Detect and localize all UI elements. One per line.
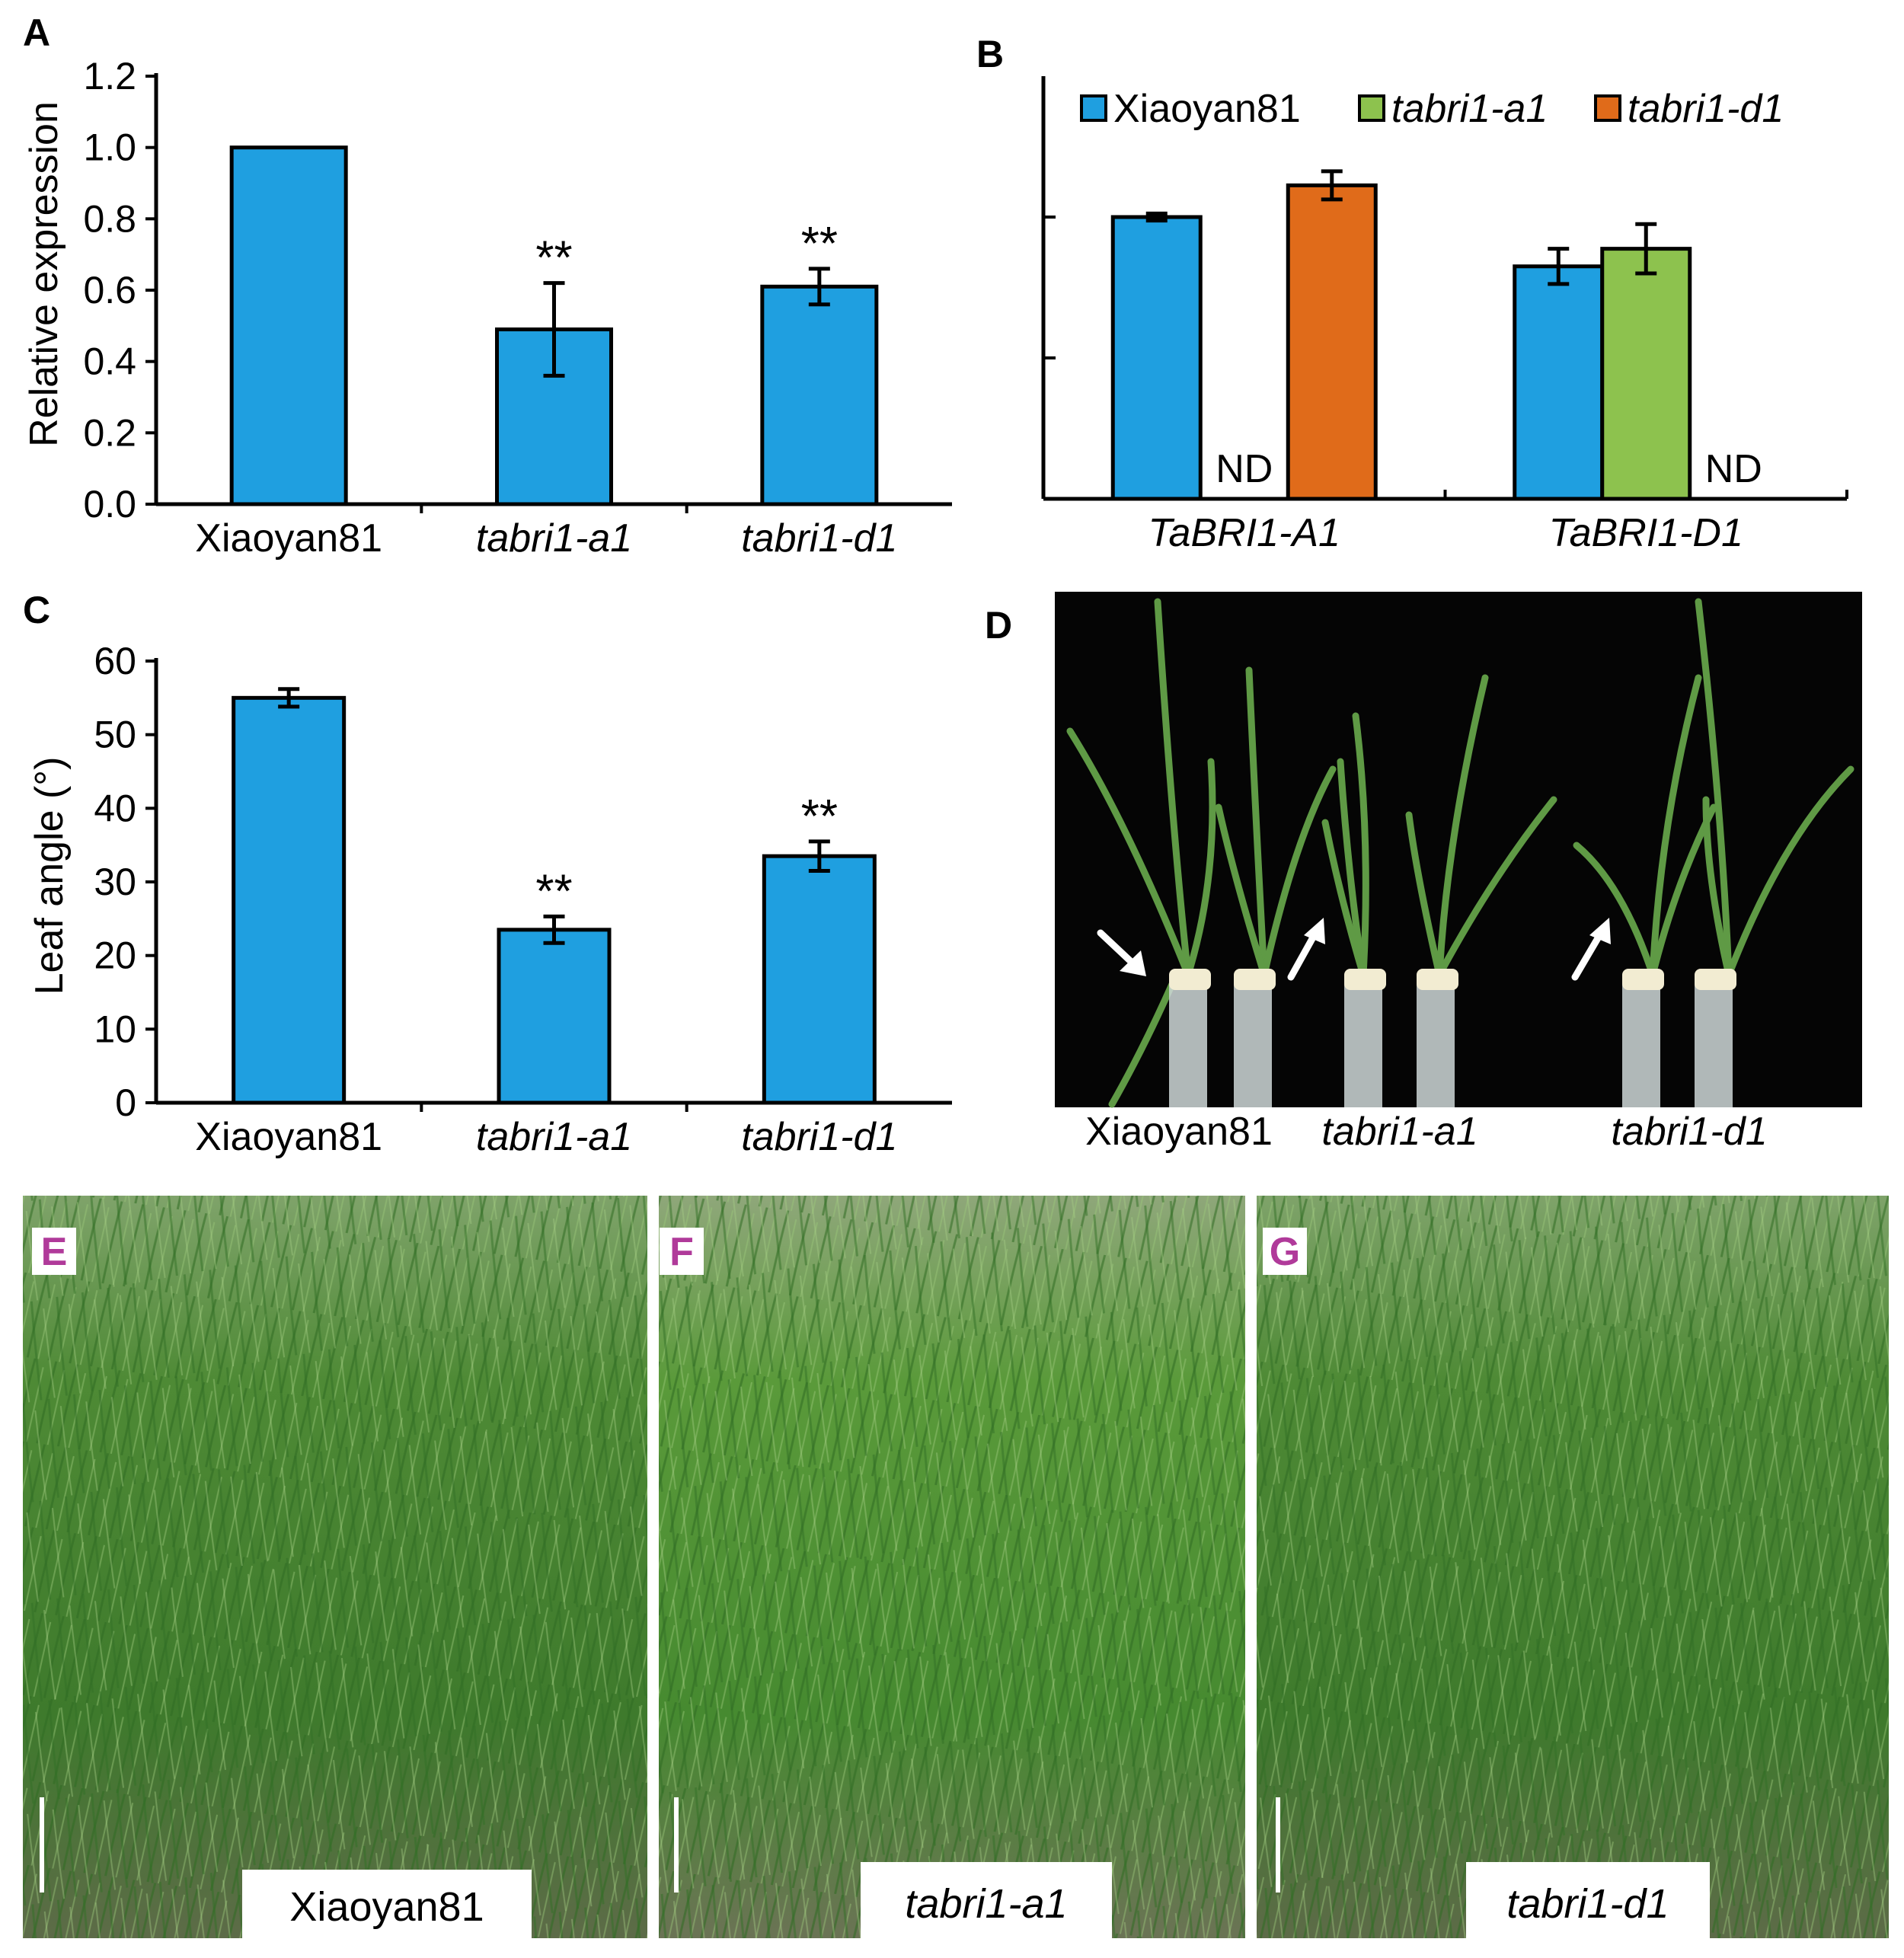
seedling-tubes [1169,969,1736,1107]
panel-b-letter: B [976,33,1004,75]
b-legend-label: tabri1-d1 [1628,87,1784,131]
c-category-label: tabri1-d1 [741,1115,897,1159]
a-category-label: Xiaoyan81 [195,516,382,561]
panel-a-category-labels: Xiaoyan81 tabri1-a1 tabri1-d1 [195,516,897,561]
panel-a-relative-expression-chart: A Relative expression 0.0 0.2 0.4 0.6 0.8 1.0… [22,11,952,561]
b-category-label: TaBRI1-A1 [1148,511,1340,555]
a-category-label: tabri1-d1 [741,516,897,561]
panel-b-legend: Xiaoyan81 tabri1-a1 tabri1-d1 [1080,87,1784,131]
b-bar [1513,264,1605,501]
panel-g-field-photo: G tabri1-d1 [1257,1196,1889,1938]
c-bar [232,695,347,1105]
panel-c-leaf-angle-chart: C Leaf angle (°) 0 10 20 30 40 50 60 ** ** Xiao… [23,589,952,1159]
panel-e-field-photo: E Xiaoyan81 [23,1196,647,1938]
a-y-tick-label: 0.6 [83,269,136,311]
panel-c-bars: ** ** [232,687,877,1105]
panel-c-y-axis-title: Leaf angle (°) [27,757,72,995]
panel-b-gene-expression-chart: B Xiaoyan81 tabri1-a1 tabri1-d1 ND ND TaBRI… [976,33,1848,555]
b-bar [1286,183,1378,501]
c-y-tick-label: 0 [115,1081,136,1124]
a-bar [760,284,879,506]
c-bar [762,854,877,1105]
panel-d-label-xiaoyan81: Xiaoyan81 [1085,1110,1273,1154]
panel-g-letter: G [1270,1230,1300,1274]
panel-g-label: tabri1-d1 [1506,1881,1669,1927]
panel-f-field-photo: F tabri1-a1 [659,1196,1245,1938]
panel-b-category-labels: TaBRI1-A1 TaBRI1-D1 [1148,511,1743,555]
a-y-tick-label: 0.4 [83,340,136,383]
seedling-leaves [1066,598,1854,1108]
panel-a-y-axis-title: Relative expression [22,101,66,447]
panel-d-label-tabri1-d1: tabri1-d1 [1611,1110,1767,1154]
panel-f-letter: F [669,1230,694,1274]
panel-e-letter: E [41,1230,68,1274]
panel-c-category-labels: Xiaoyan81 tabri1-a1 tabri1-d1 [195,1115,897,1159]
panel-e-label: Xiaoyan81 [289,1884,484,1930]
b-legend-swatch [1594,94,1621,122]
c-category-label: tabri1-a1 [476,1115,632,1159]
c-significance-label: ** [801,791,838,843]
panel-c-axes [154,658,952,1112]
c-y-tick-label: 20 [94,934,136,977]
c-y-tick-label: 30 [94,861,136,903]
b-not-detected-label: ND [1705,447,1762,491]
panel-d-seedling-photo: D [985,592,1862,1154]
a-significance-label: ** [535,232,572,285]
panel-a-bars: ** ** [229,145,879,506]
a-significance-label: ** [801,218,838,270]
panel-a-axes [154,73,952,513]
c-category-label: Xiaoyan81 [195,1115,382,1159]
panel-a-letter: A [23,11,50,54]
arrow-icon [1571,918,1611,981]
a-bar [229,145,348,506]
panel-b-axes [1041,76,1848,501]
b-category-label: TaBRI1-D1 [1549,511,1743,555]
c-y-tick-label: 40 [94,787,136,829]
panel-d-label-tabri1-a1: tabri1-a1 [1321,1110,1478,1154]
c-y-tick-label: 10 [94,1008,136,1050]
b-legend-label: Xiaoyan81 [1113,87,1301,131]
panel-c-y-ticks: 0 10 20 30 40 50 60 [94,640,156,1124]
a-category-label: tabri1-a1 [476,516,632,561]
panel-b-bars: ND ND [1110,169,1762,501]
c-bar [497,928,612,1105]
panel-a-y-ticks: 0.0 0.2 0.4 0.6 0.8 1.0 1.2 [83,55,156,525]
b-legend-label: tabri1-a1 [1391,87,1548,131]
c-y-tick-label: 50 [94,714,136,756]
panel-f-label: tabri1-a1 [905,1881,1067,1927]
a-y-tick-label: 1.0 [83,126,136,169]
b-bar [1110,215,1203,501]
panel-b-y-ticks [1043,216,1056,359]
panel-c-letter: C [23,589,50,631]
c-significance-label: ** [535,865,572,918]
arrow-icon [1287,918,1325,981]
a-y-tick-label: 0.0 [83,483,136,525]
b-bar [1600,247,1692,501]
a-y-tick-label: 0.2 [83,411,136,454]
a-y-tick-label: 1.2 [83,55,136,97]
c-y-tick-label: 60 [94,640,136,682]
a-y-tick-label: 0.8 [83,197,136,240]
panel-d-letter: D [985,604,1012,647]
b-not-detected-label: ND [1216,447,1273,491]
seedling-arrows [1097,918,1611,981]
b-legend-swatch [1358,94,1385,122]
b-legend-swatch [1080,94,1107,122]
arrow-icon [1097,929,1146,976]
